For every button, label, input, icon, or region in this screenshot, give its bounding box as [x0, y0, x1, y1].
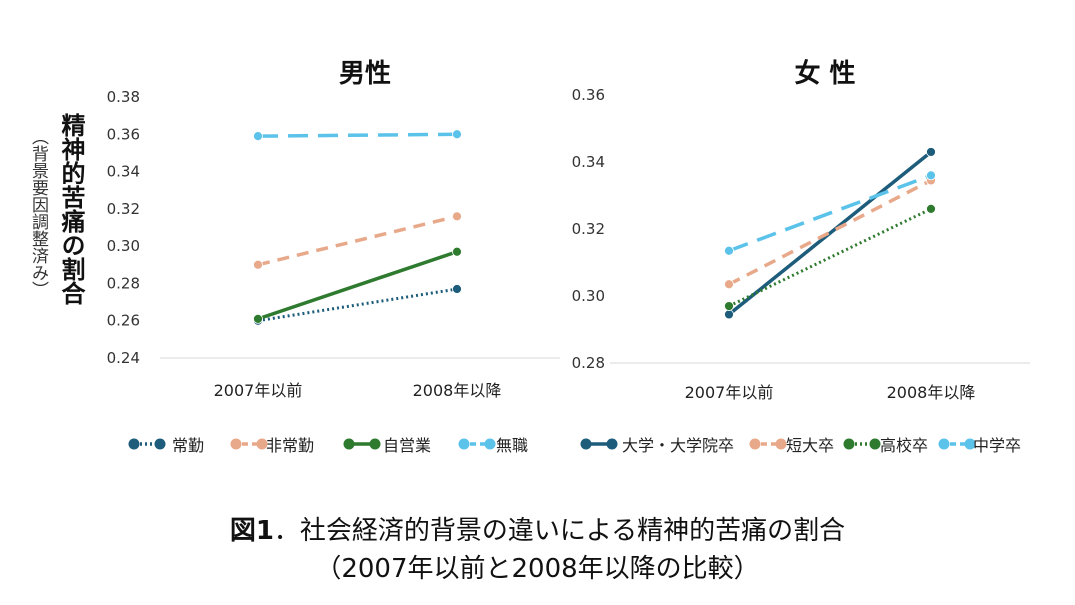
- legend-marker: [369, 438, 381, 450]
- x-tick-label: 2008年以降: [413, 381, 502, 400]
- y-tick-label: 0.38: [107, 88, 140, 106]
- legend-marker: [749, 438, 761, 450]
- caption-title: ．社会経済的背景の違いによる精神的苦痛の割合: [273, 516, 846, 546]
- legend-marker: [964, 438, 976, 450]
- legend-label: 無職: [496, 436, 528, 455]
- legend-marker: [843, 438, 855, 450]
- data-point: [926, 147, 936, 157]
- y-tick-label: 0.32: [572, 220, 605, 238]
- data-point: [926, 170, 936, 181]
- y-tick-label: 0.34: [572, 153, 605, 171]
- x-tick-label: 2008年以降: [887, 383, 976, 402]
- legend-marker: [154, 438, 166, 450]
- legend-marker: [606, 438, 618, 450]
- data-point: [253, 131, 263, 142]
- y-tick-label: 0.36: [107, 125, 140, 143]
- data-point: [724, 301, 734, 311]
- y-tick-label: 0.24: [107, 349, 140, 367]
- y-axis-subtitle: （背景要因調整済み）: [28, 128, 49, 298]
- y-tick-label: 0.30: [572, 287, 605, 305]
- data-point: [253, 313, 263, 324]
- chart-title: 男性: [339, 59, 391, 89]
- data-point: [452, 284, 462, 294]
- series-line-1: [727, 150, 933, 316]
- legend-label: 大学・大学院卒: [622, 436, 734, 455]
- series-line-2: [728, 178, 932, 286]
- legend-marker: [256, 438, 268, 450]
- legend-label: 短大卒: [786, 436, 834, 455]
- caption-line-2: （2007年以前と2008年以降の比較）: [315, 554, 760, 584]
- data-point: [724, 245, 734, 256]
- chart-panel-1: 男性 0.24 0.26 0.28 0.30 0.32 0.34 0.36 0.38 2007年以…: [107, 59, 560, 455]
- data-point: [724, 309, 734, 320]
- figure-label: 図1: [229, 516, 274, 546]
- legend-marker: [775, 438, 787, 450]
- y-tick-label: 0.32: [107, 200, 140, 218]
- chart-panel-2: 女 性 0.28 0.30 0.32 0.34 0.36 2007年以前 2008年以降大学・…: [572, 58, 1030, 455]
- series-line-3: [728, 207, 932, 308]
- legend-marker: [580, 438, 592, 450]
- series-line-4: [257, 132, 458, 138]
- x-tick-label: 2007年以前: [214, 381, 303, 400]
- caption-line-1: 図1．社会経済的背景の違いによる精神的苦痛の割合: [0, 510, 1075, 547]
- legend-label: 非常勤: [266, 436, 314, 455]
- y-tick-label: 0.28: [107, 274, 140, 292]
- legend-marker: [484, 438, 496, 450]
- legend-marker: [230, 438, 242, 450]
- legend-label: 高校卒: [880, 436, 928, 455]
- legend-label: 自営業: [383, 436, 431, 455]
- y-tick-label: 0.34: [107, 163, 140, 181]
- legend-label: 常勤: [172, 436, 204, 455]
- data-point: [452, 129, 462, 140]
- series-line-4: [728, 173, 932, 253]
- y-tick-label: 0.26: [107, 312, 140, 330]
- data-point: [724, 279, 734, 290]
- chart-title: 女 性: [794, 58, 855, 89]
- data-point: [926, 203, 936, 214]
- y-axis-title: 精神的苦痛の割合: [57, 113, 85, 305]
- series-line-3: [257, 250, 458, 321]
- series-line-1: [257, 287, 458, 323]
- y-tick-label: 0.28: [572, 354, 605, 372]
- legend-label: 中学卒: [973, 436, 1021, 455]
- data-point: [452, 246, 462, 257]
- series-line-2: [257, 214, 458, 267]
- x-tick-label: 2007年以前: [685, 383, 774, 402]
- legend-marker: [458, 438, 470, 450]
- legend-marker: [128, 438, 140, 450]
- legend-marker: [343, 438, 355, 450]
- data-point: [452, 211, 462, 222]
- legend-marker: [938, 438, 950, 450]
- y-tick-label: 0.30: [107, 237, 140, 255]
- legend-marker: [869, 438, 881, 450]
- y-tick-label: 0.36: [572, 86, 605, 104]
- data-point: [253, 259, 263, 270]
